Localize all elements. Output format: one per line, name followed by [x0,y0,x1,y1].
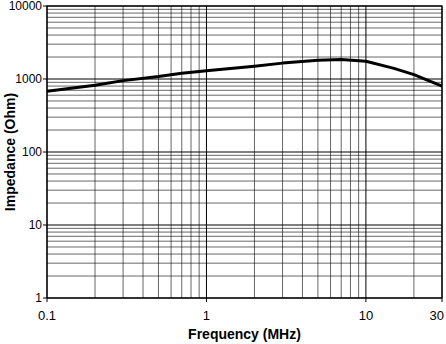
minor-grid-line [47,203,442,204]
data-group [47,60,442,92]
minor-grid-line [47,17,442,18]
minor-grid-line [47,232,442,233]
minor-grid-line [47,228,442,229]
y-tick-label: 10 [29,218,43,232]
minor-grid-line [47,190,442,191]
minor-grid-line [47,90,442,91]
minor-grid-line [47,57,442,58]
y-tick-label: 100 [22,145,42,159]
minor-grid-line [47,163,442,164]
y-tick-label: 1000 [15,72,42,86]
minor-grid-line [47,130,442,131]
minor-grid-line [47,9,442,10]
minor-grid-line [47,168,442,169]
y-axis-label: Impedance (Ohm) [2,93,18,211]
y-grid-line [47,79,442,80]
minor-grid-line [47,13,442,14]
minor-grid-line [47,263,442,264]
plot-frame [47,6,442,298]
minor-grid-line [47,155,442,156]
y-tick-label: 10000 [9,0,43,13]
x-axis-label: Frequency (MHz) [188,326,301,342]
chart: 0.1 1 10 30 1 10 100 1000 10000 Frequency (MHz) Im… [0,0,446,344]
minor-grid-line [47,117,442,118]
minor-grid-line [47,236,442,237]
minor-grid-line [47,108,442,109]
x-tick-label: 10 [359,308,373,323]
minor-grid-line [47,241,442,242]
minor-grid-line [47,27,442,28]
minor-grid-line [47,100,442,101]
grid [47,6,442,298]
minor-grid-line [47,254,442,255]
minor-grid-line [47,95,442,96]
x-tick-label: 1 [203,308,210,323]
minor-grid-line [47,22,442,23]
minor-grid-line [47,44,442,45]
x-tick-label: 0.1 [38,308,56,323]
minor-grid-line [47,86,442,87]
minor-grid-line [47,246,442,247]
y-tick-label: 1 [35,291,42,305]
y-grid-line [47,152,442,153]
minor-grid-line [47,181,442,182]
impedance-line [47,60,442,92]
minor-grid-line [47,173,442,174]
minor-grid-line [47,35,442,36]
y-grid-line [47,225,442,226]
x-tick-label: 30 [430,308,444,323]
minor-grid-line [47,159,442,160]
minor-grid-line [47,276,442,277]
